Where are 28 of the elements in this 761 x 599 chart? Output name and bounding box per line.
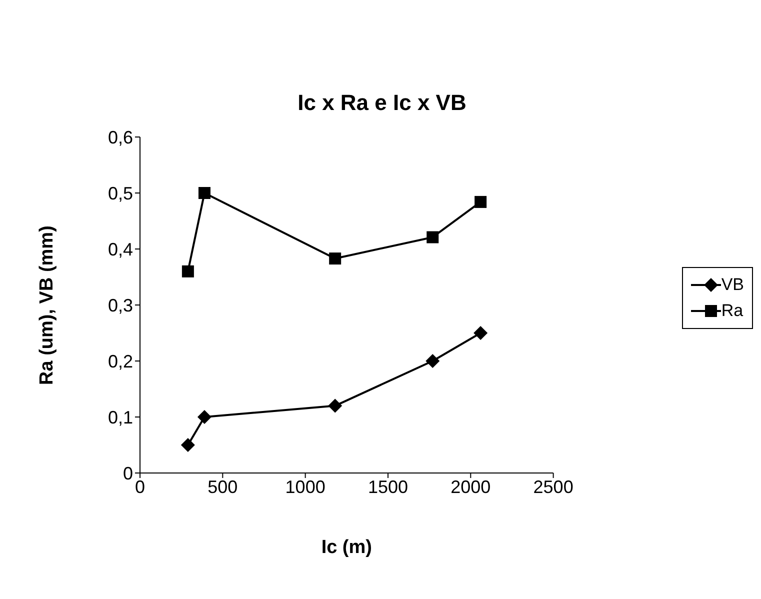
y-tick-label: 0,2 bbox=[108, 351, 133, 372]
legend-label: VB bbox=[721, 274, 744, 296]
point bbox=[426, 231, 439, 244]
point bbox=[182, 265, 194, 278]
x-tick-label: 2000 bbox=[450, 476, 491, 497]
y-axis-title: Ra (um), VB (mm) bbox=[36, 226, 58, 385]
point bbox=[198, 187, 210, 199]
point bbox=[329, 252, 342, 265]
x-axis-title: Ic (m) bbox=[321, 537, 372, 558]
x-tick-label: 500 bbox=[208, 476, 238, 497]
y-tick-label: 0,6 bbox=[108, 127, 133, 148]
point bbox=[197, 410, 212, 424]
x-tick-label: 0 bbox=[134, 476, 146, 497]
y-tick-label: 0 bbox=[122, 463, 133, 484]
x-tick-label: 1000 bbox=[285, 476, 326, 497]
point bbox=[474, 196, 487, 208]
point bbox=[328, 398, 342, 413]
legend-label: Ra bbox=[721, 300, 744, 322]
y-tick-label: 0,1 bbox=[108, 407, 133, 428]
y-tick-label: 0,5 bbox=[108, 183, 133, 204]
point bbox=[426, 354, 440, 368]
point bbox=[474, 326, 488, 340]
y-tick-label: 0,3 bbox=[108, 295, 133, 316]
y-tick-label: 0,4 bbox=[108, 239, 133, 260]
point bbox=[180, 438, 195, 452]
x-tick-label: 2500 bbox=[533, 476, 574, 497]
chart-title: Ic x Ra e Ic x VB bbox=[296, 90, 468, 116]
x-tick-label: 1500 bbox=[368, 476, 408, 497]
